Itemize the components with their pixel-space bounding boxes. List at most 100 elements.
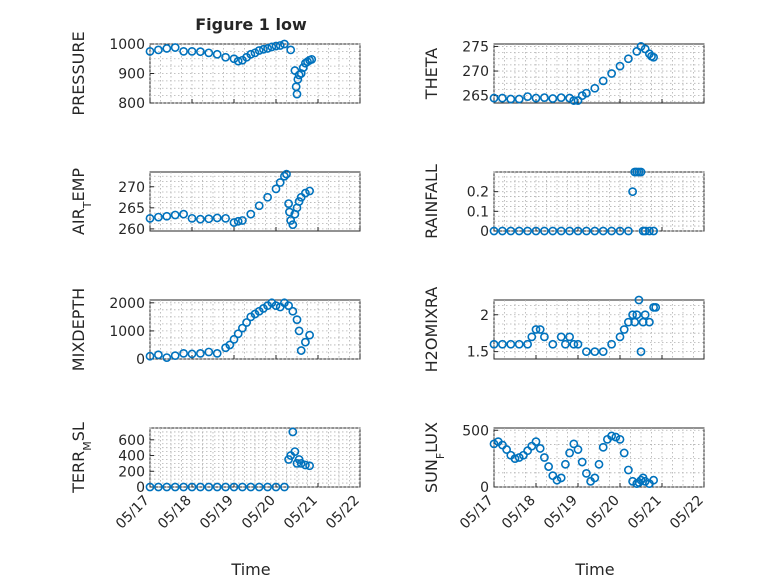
data-point (179, 348, 188, 358)
data-point (573, 339, 583, 349)
data-point (275, 41, 285, 50)
data-point (514, 453, 524, 462)
data-point (556, 473, 566, 483)
data-point (506, 226, 516, 236)
data-point (233, 329, 243, 339)
data-point (624, 465, 633, 475)
data-point (305, 186, 314, 196)
data-point (170, 43, 180, 52)
data-point (292, 315, 302, 325)
data-point (619, 325, 629, 334)
data-point (225, 340, 235, 350)
data-point (506, 339, 516, 349)
data-point (640, 226, 650, 236)
y-axis-label-subscript: M (81, 441, 94, 451)
data-point (246, 209, 256, 219)
data-point (636, 167, 646, 177)
data-point (305, 330, 314, 340)
x-tick-label: 05/21 (625, 493, 665, 533)
data-point (649, 475, 658, 485)
y-tick-label: 270 (118, 180, 145, 196)
data-point (561, 339, 570, 349)
y-axis-label: MIXDEPTH (69, 288, 88, 371)
data-point (598, 442, 608, 452)
data-point (548, 226, 558, 236)
data-point (523, 339, 532, 349)
data-point (531, 325, 541, 334)
data-point (212, 213, 222, 223)
data-point (263, 44, 272, 53)
data-point (640, 44, 650, 54)
data-point (552, 475, 562, 485)
data-point (497, 226, 507, 236)
y-tick-label: 265 (462, 89, 489, 105)
data-point (153, 350, 163, 360)
y-tick-label: 900 (118, 67, 145, 83)
data-point (179, 46, 188, 56)
data-point (275, 178, 285, 187)
data-point (632, 310, 642, 320)
data-point (565, 448, 574, 458)
data-point (556, 226, 566, 236)
data-point (145, 46, 155, 56)
data-point (254, 46, 264, 55)
x-axis-label-right: Time (574, 560, 614, 579)
y-axis-label-part: EMP (69, 168, 88, 202)
data-point (233, 56, 243, 66)
data-point (598, 76, 608, 86)
y-axis-label-part: AIR (69, 208, 88, 235)
y-tick-label: 2 (480, 308, 489, 324)
data-point (573, 96, 583, 105)
data-point (237, 482, 247, 492)
data-point (535, 325, 545, 334)
subplot-1: 800 900 1000 PRESSURE (69, 31, 361, 116)
data-point (263, 192, 272, 202)
y-tick-label: 0.1 (467, 204, 489, 220)
data-point (294, 197, 304, 206)
data-point (300, 337, 310, 347)
y-tick-label: 1000 (109, 37, 145, 53)
data-point (628, 187, 637, 197)
data-point (640, 310, 650, 320)
y-axis-label: TERRMSL (69, 422, 94, 494)
data-point (569, 96, 579, 105)
data-point (296, 346, 306, 355)
data-point (300, 188, 310, 198)
data-point (153, 482, 163, 492)
data-point (514, 94, 524, 104)
data-point (649, 52, 658, 62)
data-point (229, 218, 239, 227)
data-point (569, 339, 579, 349)
data-point (548, 94, 558, 103)
data-point (296, 458, 306, 468)
y-tick-label: 400 (118, 449, 145, 465)
data-point (590, 347, 600, 357)
data-point (288, 306, 298, 316)
subplot-5: 0 1000 2000 MIXDEPTH (69, 288, 361, 371)
y-tick-label: 265 (118, 201, 145, 217)
data-point (307, 54, 317, 64)
x-tick-label: 05/20 (583, 493, 623, 533)
data-point (590, 226, 600, 236)
y-tick-label: 0 (136, 352, 145, 368)
data-point (233, 216, 243, 226)
data-point (497, 93, 507, 103)
data-point (267, 42, 277, 52)
data-point (195, 348, 205, 358)
x-tick-label: 05/18 (155, 493, 195, 533)
data-point (145, 351, 155, 361)
x-tick-label: 05/20 (239, 493, 279, 533)
subplot-2: 265 270 275 THETA (422, 39, 705, 105)
data-point (582, 88, 591, 98)
data-point (285, 207, 294, 217)
data-point (636, 347, 646, 357)
data-point (615, 434, 625, 444)
data-point (634, 295, 644, 305)
data-point (540, 226, 549, 236)
data-point (561, 459, 570, 469)
data-point (282, 169, 291, 179)
y-axis-label-subscript: T (81, 201, 94, 209)
x-tick-label: 05/19 (197, 493, 237, 533)
